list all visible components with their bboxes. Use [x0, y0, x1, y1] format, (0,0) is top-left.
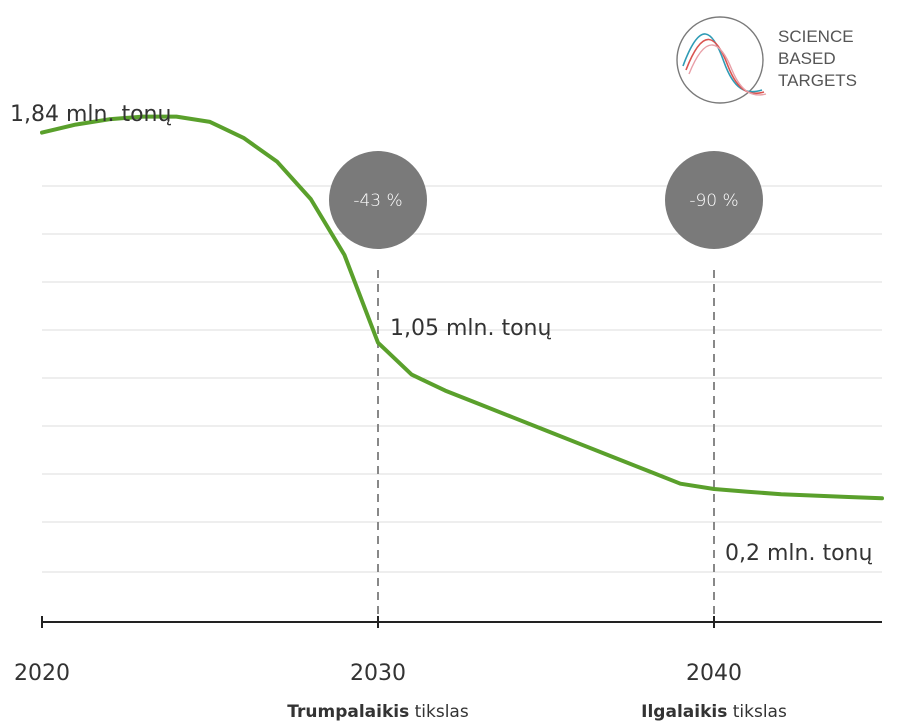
- target-labels: Trumpalaikis tikslas Ilgalaikis tikslas: [287, 702, 787, 721]
- series-line: [40, 114, 884, 501]
- value-label: 1,05 mln. tonų: [390, 316, 551, 341]
- science-based-targets-logo: SCIENCE BASED TARGETS: [676, 16, 857, 104]
- value-label: 1,84 mln. tonų: [10, 102, 171, 127]
- target-badge: [329, 151, 427, 249]
- logo-line-2: BASED: [778, 49, 836, 68]
- series-layer: [40, 114, 884, 501]
- target-dashed-lines: [377, 270, 715, 622]
- target-badge: [665, 151, 763, 249]
- logo-line-3: TARGETS: [778, 71, 857, 90]
- target-badges: -43 % -90 %: [329, 151, 763, 249]
- x-tick-label: 2040: [686, 661, 742, 686]
- x-tick-label: 2030: [350, 661, 406, 686]
- value-labels: 1,84 mln. tonų 1,05 mln. tonų 0,2 mln. ton…: [10, 102, 872, 566]
- target-label: Trumpalaikis tikslas: [287, 702, 469, 721]
- target-badge-label: -90 %: [689, 191, 738, 211]
- logo-icon: [676, 16, 767, 104]
- x-axis: 2020 2030 2040: [14, 616, 882, 686]
- target-label: Ilgalaikis tikslas: [641, 702, 787, 721]
- gridlines: [42, 185, 882, 573]
- x-tick-label: 2020: [14, 661, 70, 686]
- value-label: 0,2 mln. tonų: [725, 541, 872, 566]
- logo-line-1: SCIENCE: [778, 27, 854, 46]
- target-badge-label: -43 %: [353, 191, 402, 211]
